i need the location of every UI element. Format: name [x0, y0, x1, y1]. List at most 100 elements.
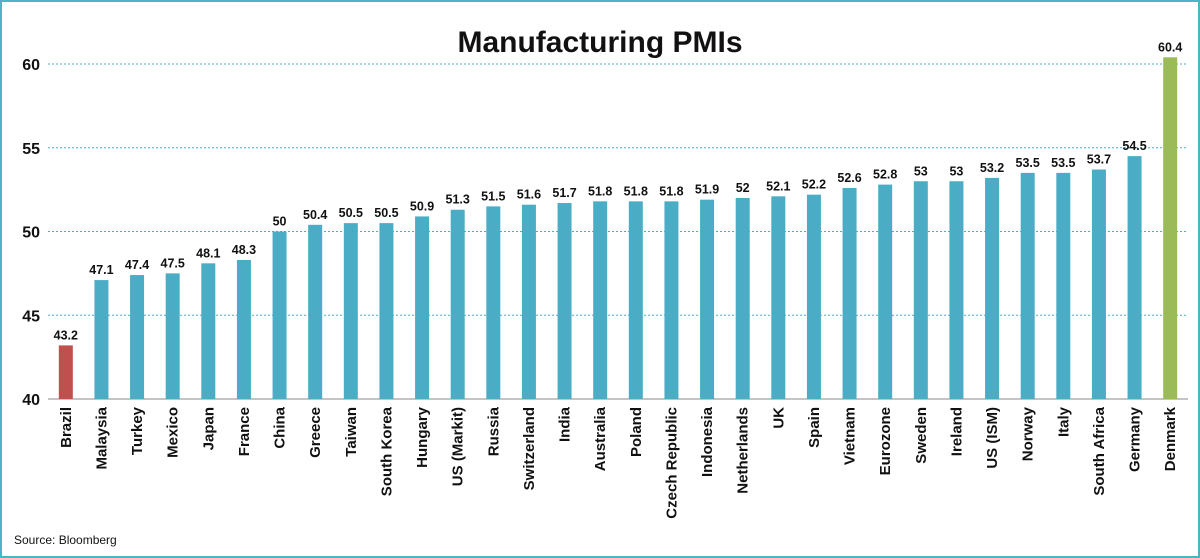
bar — [308, 224, 323, 399]
data-label: 51.8 — [624, 184, 648, 198]
data-label: 51.5 — [481, 189, 505, 203]
bar — [878, 184, 893, 399]
y-tick-label: 50 — [22, 225, 40, 242]
data-label: 53.5 — [1016, 156, 1040, 170]
bar — [379, 223, 394, 399]
x-tick-label: Germany — [1127, 406, 1144, 472]
y-tick-label: 55 — [22, 141, 40, 158]
x-tick-label: Italy — [1055, 406, 1072, 437]
bar — [58, 345, 73, 399]
x-tick-label: South Korea — [378, 406, 395, 496]
y-axis-ticks: 40 45 50 55 60 — [22, 57, 40, 409]
bar — [450, 209, 465, 399]
data-label: 52.2 — [802, 178, 826, 192]
source-note: Source: Bloomberg — [14, 533, 117, 547]
data-label: 51.3 — [446, 193, 470, 207]
bar — [664, 201, 679, 399]
data-label: 50.5 — [374, 206, 398, 220]
bar — [343, 223, 358, 399]
data-label: 50 — [273, 215, 287, 229]
y-tick-label: 60 — [22, 57, 40, 74]
x-tick-label: US (Markit) — [450, 407, 467, 486]
x-tick-label: Turkey — [129, 406, 146, 455]
x-tick-label: South Africa — [1091, 406, 1108, 495]
bar — [771, 196, 786, 399]
bar — [735, 198, 750, 399]
x-tick-label: Czech Republic — [663, 407, 680, 519]
x-tick-label: Mexico — [165, 407, 182, 458]
bar — [1127, 156, 1142, 399]
x-tick-label: Vietnam — [842, 407, 859, 465]
data-label: 51.6 — [517, 188, 541, 202]
x-axis-ticks: Brazil Malaysia Turkey Mexico Japan France Chi… — [58, 406, 1179, 518]
bar — [628, 201, 643, 399]
x-tick-label: Eurozone — [877, 407, 894, 475]
x-tick-label: Hungary — [414, 406, 431, 468]
data-label: 52.8 — [873, 168, 897, 182]
x-tick-label: Indonesia — [699, 406, 716, 477]
bar — [415, 216, 430, 399]
bar — [1020, 172, 1035, 399]
bar — [165, 273, 180, 399]
bar — [1091, 169, 1106, 399]
bar — [130, 275, 145, 399]
bar — [521, 204, 536, 399]
bar — [949, 181, 964, 399]
bar — [201, 263, 216, 399]
x-tick-label: Norway — [1020, 406, 1037, 461]
bar — [1163, 57, 1178, 400]
data-label: 53.5 — [1051, 156, 1075, 170]
data-label: 52.6 — [837, 171, 861, 185]
bar — [94, 280, 109, 399]
x-tick-label: US (ISM) — [984, 407, 1001, 469]
data-label: 47.1 — [89, 263, 113, 277]
x-tick-label: India — [557, 406, 574, 442]
x-tick-label: Spain — [806, 407, 823, 448]
x-tick-label: Netherlands — [735, 407, 752, 494]
y-tick-label: 40 — [22, 392, 40, 409]
data-labels: 43.2 47.1 47.4 47.5 48.1 48.3 50 50.4 50.5 50.5 50… — [54, 40, 1183, 342]
bar — [700, 199, 715, 399]
data-label: 51.8 — [588, 184, 612, 198]
x-tick-label: Russia — [485, 406, 502, 456]
data-label: 52.1 — [766, 179, 790, 193]
x-tick-label: Malaysia — [93, 406, 110, 469]
x-tick-label: Switzerland — [521, 407, 538, 490]
x-tick-label: France — [236, 407, 253, 456]
bar — [236, 259, 251, 399]
x-tick-label: Denmark — [1162, 406, 1179, 471]
data-label: 60.4 — [1158, 40, 1182, 54]
bar — [1056, 172, 1071, 399]
x-tick-label: Brazil — [58, 407, 75, 448]
bars — [58, 57, 1178, 400]
data-label: 53 — [914, 164, 928, 178]
bar — [806, 194, 821, 399]
x-tick-label: Japan — [200, 407, 217, 450]
bar — [842, 187, 857, 399]
x-tick-label: Taiwan — [343, 407, 360, 457]
data-label: 53 — [949, 164, 963, 178]
x-tick-label: China — [272, 406, 289, 448]
data-label: 53.2 — [980, 161, 1004, 175]
data-label: 48.1 — [196, 246, 220, 260]
data-label: 54.5 — [1122, 139, 1146, 153]
y-tick-label: 45 — [22, 308, 40, 325]
data-label: 47.4 — [125, 258, 149, 272]
data-label: 53.7 — [1087, 153, 1111, 167]
bar — [913, 181, 928, 399]
x-tick-label: Greece — [307, 407, 324, 458]
data-label: 43.2 — [54, 328, 78, 342]
bar — [272, 231, 287, 399]
grid-lines — [48, 63, 1188, 400]
bar — [593, 201, 608, 399]
data-label: 48.3 — [232, 243, 256, 257]
data-label: 51.7 — [552, 186, 576, 200]
bar — [557, 203, 572, 399]
x-tick-label: Australia — [592, 406, 609, 471]
data-label: 50.4 — [303, 208, 327, 222]
x-tick-label: UK — [770, 407, 787, 429]
data-label: 50.5 — [339, 206, 363, 220]
data-label: 52 — [736, 181, 750, 195]
